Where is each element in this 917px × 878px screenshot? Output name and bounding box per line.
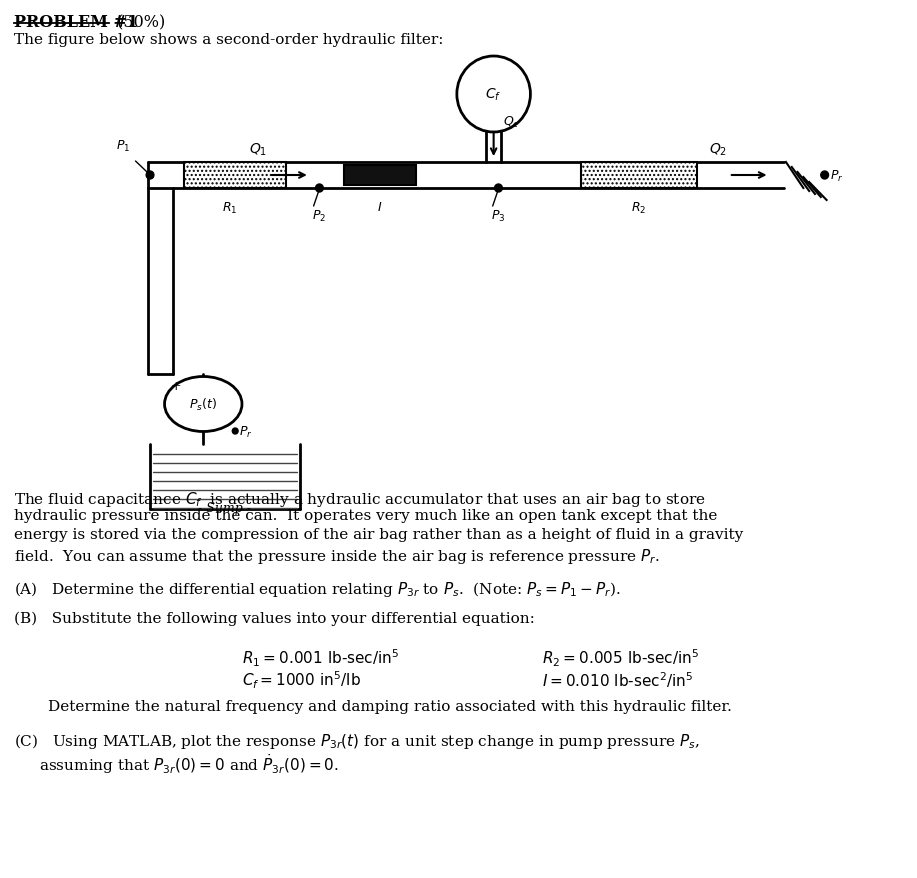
Text: $R_2 = 0.005\ \mathrm{lb\text{-}sec/in^5}$: $R_2 = 0.005\ \mathrm{lb\text{-}sec/in^5… (542, 647, 700, 669)
Bar (580, 162, 697, 189)
Text: $R_1$: $R_1$ (222, 201, 238, 216)
Text: $Q_c$: $Q_c$ (503, 115, 520, 130)
Text: $Q_1$: $Q_1$ (249, 141, 267, 158)
Text: $P_r$: $P_r$ (831, 169, 844, 184)
Text: assuming that $P_{3r}(0) = 0$ and $\dot{P}_{3r}(0) = 0$.: assuming that $P_{3r}(0) = 0$ and $\dot{… (39, 752, 338, 775)
Text: $R_1 = 0.001\ \mathrm{lb\text{-}sec/in^5}$: $R_1 = 0.001\ \mathrm{lb\text{-}sec/in^5… (242, 647, 399, 669)
Text: $I$: $I$ (377, 201, 382, 213)
Bar (184, 162, 285, 189)
Text: (C)   Using MATLAB, plot the response $P_{3r}(t)$ for a unit step change in pump: (C) Using MATLAB, plot the response $P_{… (14, 731, 700, 750)
Text: $P_3$: $P_3$ (491, 209, 505, 224)
Text: $Q_2$: $Q_2$ (710, 141, 727, 158)
Text: (A)   Determine the differential equation relating $P_{3r}$ to $P_s$.  (Note: $P: (A) Determine the differential equation … (14, 579, 621, 598)
Text: PROBLEM #1: PROBLEM #1 (14, 14, 138, 31)
Text: $C_f$: $C_f$ (485, 87, 502, 103)
Text: Determine the natural frequency and damping ratio associated with this hydraulic: Determine the natural frequency and damp… (49, 699, 733, 713)
Circle shape (146, 172, 154, 180)
Circle shape (494, 184, 503, 193)
Text: +: + (171, 380, 182, 393)
Text: The figure below shows a second-order hydraulic filter:: The figure below shows a second-order hy… (14, 33, 443, 47)
Text: $P_s(t)$: $P_s(t)$ (189, 397, 217, 413)
Text: $I = 0.010\ \mathrm{lb\text{-}sec^2/in^5}$: $I = 0.010\ \mathrm{lb\text{-}sec^2/in^5… (542, 669, 693, 689)
Text: (50%): (50%) (112, 14, 166, 31)
Text: $P_2$: $P_2$ (312, 209, 326, 224)
Text: field.  You can assume that the pressure inside the air bag is reference pressur: field. You can assume that the pressure … (14, 546, 659, 565)
Circle shape (457, 57, 530, 133)
Circle shape (315, 184, 324, 193)
Text: $P_r$: $P_r$ (239, 424, 253, 439)
Circle shape (821, 172, 829, 180)
Ellipse shape (164, 377, 242, 432)
Text: (B)   Substitute the following values into your differential equation:: (B) Substitute the following values into… (14, 611, 535, 626)
Text: hydraulic pressure inside the can.  It operates very much like an open tank exce: hydraulic pressure inside the can. It op… (14, 508, 717, 522)
Text: The fluid capacitance $C_f$  is actually a hydraulic accumulator that uses an ai: The fluid capacitance $C_f$ is actually … (14, 489, 705, 508)
Text: - Sump -: - Sump - (198, 501, 251, 515)
Text: energy is stored via the compression of the air bag rather than as a height of f: energy is stored via the compression of … (14, 528, 743, 542)
Text: $R_2$: $R_2$ (631, 201, 646, 216)
Bar (344, 166, 416, 186)
Text: $C_f = 1000\ \mathrm{in^5/lb}$: $C_f = 1000\ \mathrm{in^5/lb}$ (242, 669, 361, 691)
Circle shape (232, 428, 238, 435)
Text: $P_1$: $P_1$ (116, 139, 130, 154)
